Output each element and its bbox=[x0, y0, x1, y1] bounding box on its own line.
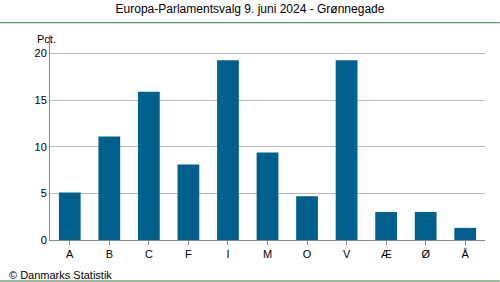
svg-text:20: 20 bbox=[35, 47, 47, 59]
svg-text:F: F bbox=[185, 248, 192, 260]
svg-text:M: M bbox=[263, 248, 272, 260]
svg-text:Æ: Æ bbox=[381, 248, 392, 260]
svg-text:V: V bbox=[343, 248, 351, 260]
svg-text:© Danmarks Statistik: © Danmarks Statistik bbox=[9, 269, 112, 281]
svg-text:B: B bbox=[106, 248, 113, 260]
svg-text:Å: Å bbox=[462, 248, 470, 260]
svg-text:15: 15 bbox=[35, 94, 47, 106]
svg-text:Pct.: Pct. bbox=[37, 33, 56, 45]
svg-text:O: O bbox=[303, 248, 312, 260]
svg-text:I: I bbox=[226, 248, 229, 260]
svg-text:Europa-Parlamentsvalg 9. juni: Europa-Parlamentsvalg 9. juni 2024 - Grø… bbox=[116, 2, 385, 16]
svg-text:5: 5 bbox=[41, 187, 47, 199]
svg-text:A: A bbox=[66, 248, 74, 260]
svg-text:C: C bbox=[145, 248, 153, 260]
svg-text:Ø: Ø bbox=[421, 248, 430, 260]
svg-text:0: 0 bbox=[41, 234, 47, 246]
svg-text:10: 10 bbox=[35, 141, 47, 153]
